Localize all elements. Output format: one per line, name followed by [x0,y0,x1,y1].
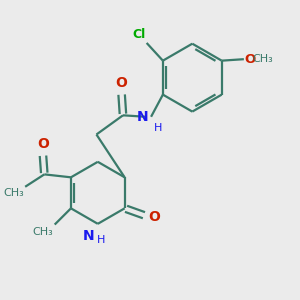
Text: H: H [153,123,162,133]
Text: Cl: Cl [132,28,146,41]
Text: O: O [116,76,128,90]
Text: N: N [82,229,94,243]
Text: O: O [37,137,49,151]
Text: H: H [97,235,106,245]
Text: O: O [244,53,256,66]
Text: O: O [148,210,160,224]
Text: N: N [136,110,148,124]
Text: CH₃: CH₃ [32,227,53,237]
Text: CH₃: CH₃ [3,188,24,198]
Text: CH₃: CH₃ [252,54,273,64]
